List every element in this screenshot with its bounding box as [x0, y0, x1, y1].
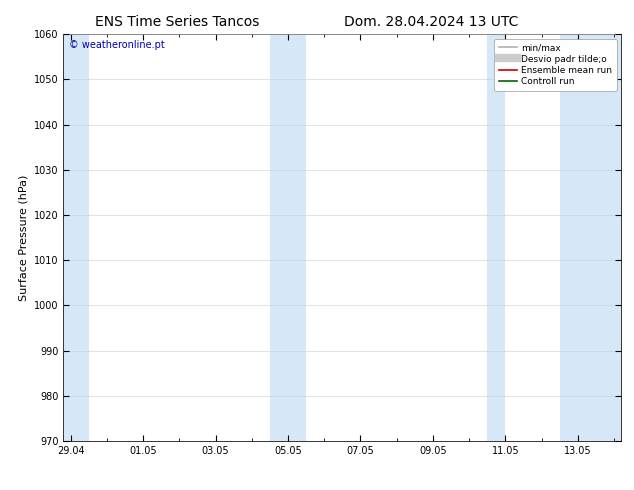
Text: © weatheronline.pt: © weatheronline.pt [69, 40, 165, 50]
Bar [63, 34, 89, 441]
Legend: min/max, Desvio padr tilde;o, Ensemble mean run, Controll run: min/max, Desvio padr tilde;o, Ensemble m… [495, 39, 617, 91]
Bar [560, 34, 621, 441]
Bar [488, 34, 505, 441]
Bar [270, 34, 306, 441]
Text: ENS Time Series Tancos: ENS Time Series Tancos [95, 15, 260, 29]
Text: Dom. 28.04.2024 13 UTC: Dom. 28.04.2024 13 UTC [344, 15, 519, 29]
Y-axis label: Surface Pressure (hPa): Surface Pressure (hPa) [18, 174, 29, 301]
